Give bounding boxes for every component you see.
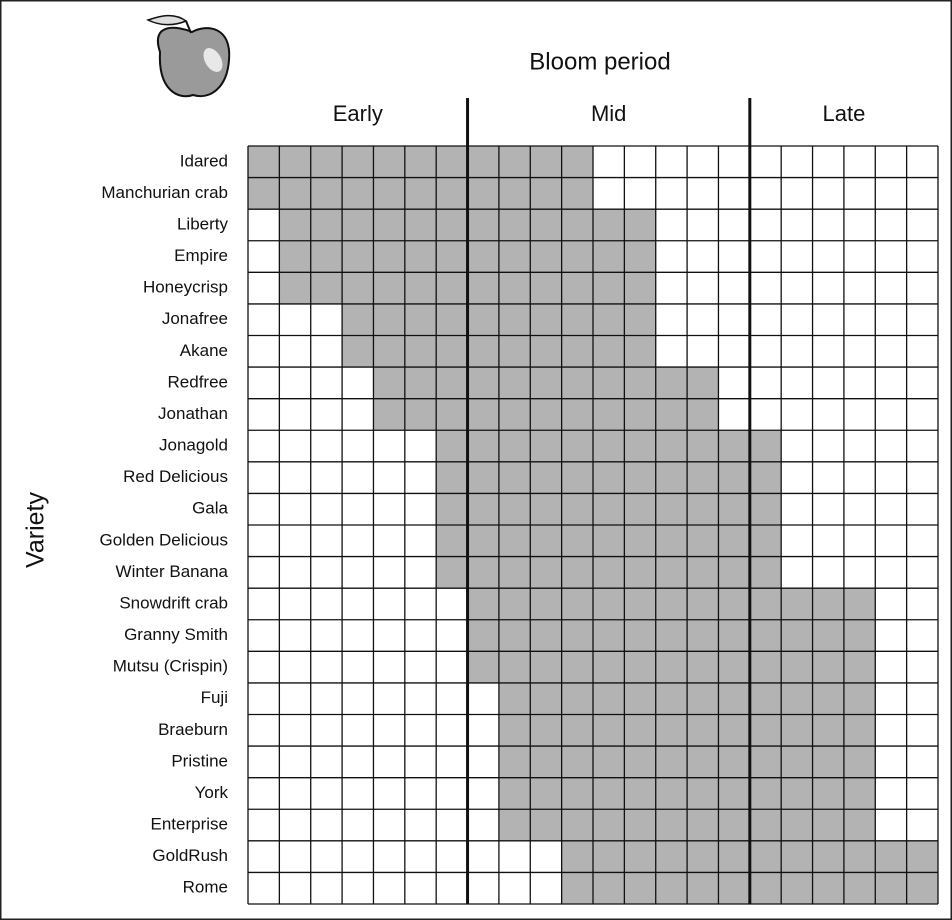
row-label: Mutsu (Crispin): [113, 657, 228, 676]
row-label: Enterprise: [151, 815, 228, 834]
row-label: Fuji: [201, 688, 228, 707]
bloom-bar: [468, 651, 876, 683]
row-label: Snowdrift crab: [119, 593, 228, 612]
bloom-bar: [436, 462, 781, 494]
row-label: GoldRush: [152, 846, 228, 865]
bloom-bar: [436, 430, 781, 462]
row-label: Idared: [180, 151, 228, 170]
bloom-bar: [436, 525, 781, 557]
bloom-bar: [373, 367, 718, 399]
bloom-bar: [468, 588, 876, 620]
row-label: Honeycrisp: [143, 278, 228, 297]
row-label: Braeburn: [158, 720, 228, 739]
row-label: Golden Delicious: [99, 530, 228, 549]
row-label: Winter Banana: [116, 562, 229, 581]
y-axis-label: Variety: [22, 492, 50, 568]
row-label: Rome: [183, 878, 228, 897]
bloom-bar: [436, 557, 781, 589]
bloom-bar: [436, 493, 781, 525]
row-label: Liberty: [177, 214, 229, 233]
row-label: Jonafree: [162, 309, 228, 328]
row-label: Red Delicious: [123, 467, 228, 486]
bloom-bar: [248, 146, 593, 178]
bloom-bar: [248, 178, 593, 210]
row-label: Empire: [174, 246, 228, 265]
chart: Bloom period Variety Idared Manchurian cr…: [0, 0, 952, 920]
row-label: Jonagold: [159, 436, 228, 455]
row-label: Manchurian crab: [101, 183, 228, 202]
period-label: Early: [333, 101, 383, 126]
row-label: Akane: [180, 341, 228, 360]
row-label: Pristine: [171, 751, 228, 770]
row-label: Jonathan: [158, 404, 228, 423]
row-label: Gala: [192, 499, 228, 518]
bloom-bar: [373, 399, 718, 431]
chart-title: Bloom period: [529, 48, 670, 75]
row-label: Granny Smith: [124, 625, 228, 644]
row-label: Redfree: [168, 372, 228, 391]
period-label: Mid: [591, 101, 626, 126]
bloom-bar: [468, 620, 876, 652]
period-label: Late: [822, 101, 865, 126]
row-label: York: [195, 783, 229, 802]
